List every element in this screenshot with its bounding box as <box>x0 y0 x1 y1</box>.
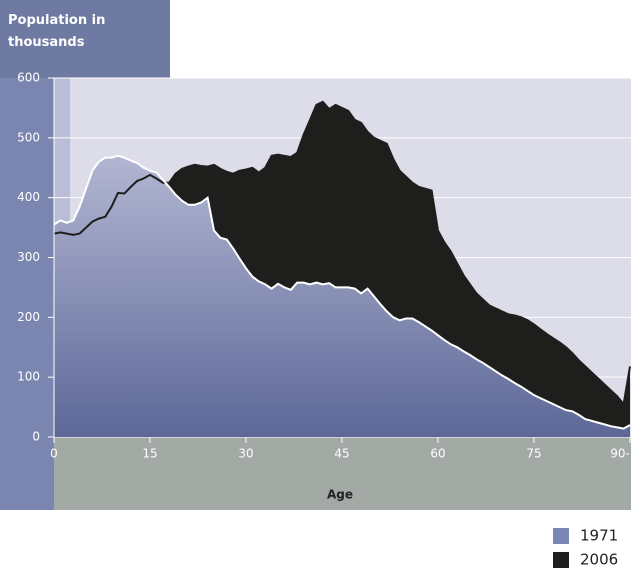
legend-swatch <box>553 528 569 544</box>
title-panel <box>0 0 170 78</box>
chart-title: Population in thousands <box>8 13 106 50</box>
y-tick-label: 500 <box>17 130 40 144</box>
x-axis-label: Age <box>327 488 353 502</box>
x-tick-label: 15 <box>142 447 157 461</box>
x-tick-label: 0 <box>50 447 58 461</box>
legend-swatch <box>553 552 569 568</box>
y-tick-label: 0 <box>32 430 40 444</box>
x-tick-label: 30 <box>238 447 253 461</box>
y-tick-label: 300 <box>17 250 40 264</box>
decor-band <box>54 78 70 228</box>
y-tick-label: 100 <box>17 370 40 384</box>
x-axis-panel <box>54 437 631 510</box>
x-tick-label: 90- <box>610 447 630 461</box>
x-tick-label: 45 <box>334 447 349 461</box>
x-tick-label: 75 <box>526 447 541 461</box>
x-tick-label: 60 <box>430 447 445 461</box>
y-tick-label: 400 <box>17 190 40 204</box>
area-1971 <box>54 155 630 438</box>
legend-label: 2006 <box>580 551 618 569</box>
y-tick-label: 200 <box>17 310 40 324</box>
legend-label: 1971 <box>580 527 618 545</box>
line-2006 <box>53 100 631 407</box>
line-1971 <box>53 154 631 430</box>
y-tick-label: 600 <box>17 71 40 85</box>
y-axis-panel <box>0 78 54 510</box>
